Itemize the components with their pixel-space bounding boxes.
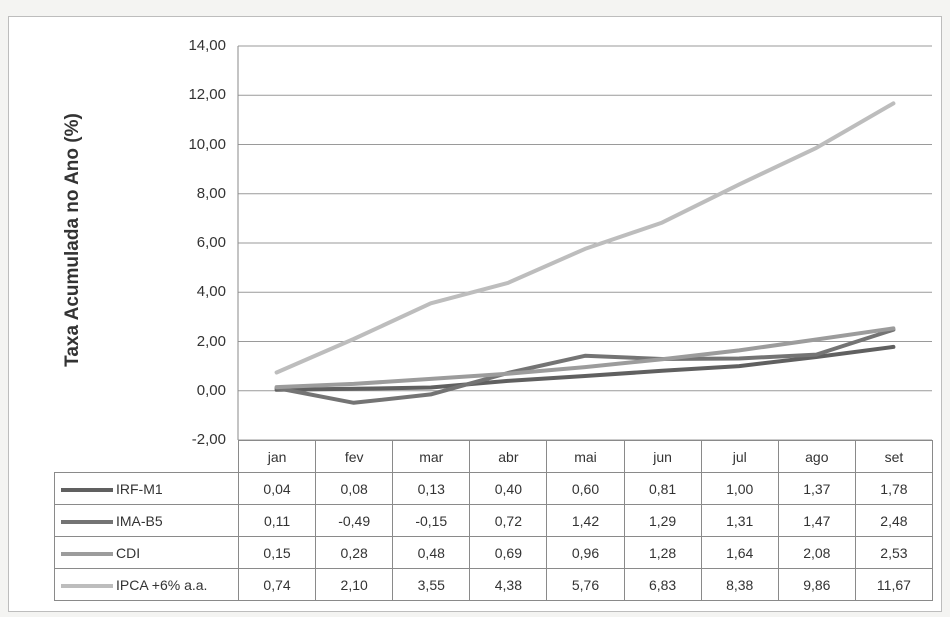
data-label: 0,04	[237, 472, 317, 505]
y-tick-label: 2,00	[196, 332, 226, 350]
series-line-ipca-6-a-a	[274, 101, 896, 375]
table-header-row: jan fev mar abr mai jun jul ago set	[55, 440, 933, 473]
data-label: 0,81	[623, 472, 702, 505]
legend-swatch	[61, 487, 113, 492]
x-tick-label: mai	[546, 440, 625, 473]
x-tick-label: mar	[392, 440, 471, 473]
y-tick-label: 0,00	[196, 381, 226, 399]
legend-label: IMA-B5	[116, 512, 163, 529]
series-line-cdi	[274, 326, 896, 390]
legend-entry: IRF-M1	[54, 472, 239, 505]
gridlines	[237, 45, 932, 441]
table-corner	[55, 441, 239, 473]
data-label: 0,72	[469, 504, 548, 537]
data-label: 0,74	[237, 568, 317, 601]
table-row: CDI 0,15 0,28 0,48 0,69 0,96 1,28 1,64 2,08 2,53	[54, 536, 933, 569]
data-label: 1,28	[623, 536, 702, 569]
data-label: 1,37	[777, 472, 856, 505]
x-tick-label: ago	[777, 440, 856, 473]
data-label: 1,42	[546, 504, 625, 537]
data-label: 2,08	[777, 536, 856, 569]
data-label: 1,00	[700, 472, 779, 505]
x-tick-label: fev	[315, 440, 394, 473]
y-tick-label: 8,00	[196, 184, 226, 202]
legend-label: IRF-M1	[116, 480, 163, 497]
x-tick-label: abr	[469, 440, 548, 473]
data-label: 1,29	[623, 504, 702, 537]
table-row: IPCA +6% a.a. 0,74 2,10 3,55 4,38 5,76 6,83 8,3…	[54, 568, 933, 601]
y-tick-label: 4,00	[196, 283, 226, 301]
data-label: 0,08	[315, 472, 394, 505]
data-label: 1,31	[700, 504, 779, 537]
data-label: 0,13	[392, 472, 471, 505]
data-label: 2,10	[315, 568, 394, 601]
data-label: 5,76	[546, 568, 625, 601]
y-tick-label: 10,00	[188, 135, 226, 153]
legend-label: CDI	[116, 544, 141, 561]
legend-swatch	[61, 519, 113, 524]
legend-entry: IMA-B5	[54, 504, 239, 537]
y-axis-label: Taxa Acumulada no Ano (%)	[62, 113, 83, 367]
legend-swatch	[61, 583, 113, 588]
data-label: 0,96	[546, 536, 625, 569]
table-row: IMA-B5 0,11 -0,49 -0,15 0,72 1,42 1,29 1,31 1,47…	[54, 504, 933, 537]
data-label: 0,40	[469, 472, 548, 505]
table-row: IRF-M1 0,04 0,08 0,13 0,40 0,60 0,81 1,00 1,37 1,…	[54, 472, 933, 505]
x-tick-label: jun	[623, 440, 702, 473]
data-label: 6,83	[623, 568, 702, 601]
data-label: 0,69	[469, 536, 548, 569]
legend-swatch	[61, 551, 113, 556]
data-label: 1,47	[777, 504, 856, 537]
series-lines	[274, 101, 896, 405]
data-label: 2,48	[854, 504, 933, 537]
y-tick-label: 12,00	[188, 86, 226, 104]
data-label: 1,64	[700, 536, 779, 569]
data-label: 0,15	[237, 536, 317, 569]
data-label: 0,28	[315, 536, 394, 569]
data-label: 1,78	[854, 472, 933, 505]
data-label: -0,49	[315, 504, 394, 537]
series-line-irf-m1	[274, 344, 896, 392]
legend-entry: CDI	[54, 536, 239, 569]
data-label: 11,67	[854, 568, 933, 601]
data-label: 3,55	[392, 568, 471, 601]
y-tick-label: 6,00	[196, 234, 226, 251]
x-tick-label: set	[854, 440, 933, 473]
legend-label: IPCA +6% a.a.	[116, 576, 208, 593]
data-label: 0,60	[546, 472, 625, 505]
data-label: 0,48	[392, 536, 471, 569]
y-tick-label: -2,00	[191, 431, 226, 448]
data-label: -0,15	[392, 504, 471, 537]
data-label: 9,86	[777, 568, 856, 601]
data-label: 0,11	[237, 504, 317, 537]
data-table: jan fev mar abr mai jun jul ago set IRF-M1 0,04 0,…	[54, 440, 933, 601]
series-line-ima-b5	[274, 327, 896, 405]
legend-entry: IPCA +6% a.a.	[54, 568, 239, 601]
data-label: 2,53	[854, 536, 933, 569]
x-tick-label: jul	[700, 440, 779, 473]
y-tick-label: 14,00	[188, 37, 226, 54]
x-tick-label: jan	[237, 440, 317, 473]
data-label: 4,38	[469, 568, 548, 601]
data-label: 8,38	[700, 568, 779, 601]
